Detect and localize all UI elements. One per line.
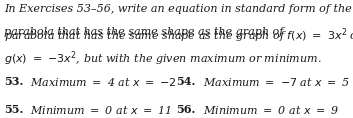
Text: $\mathit{g}(\mathit{x})\ =\ {-3\mathit{x}^2}$, but with the given maximum or min: $\mathit{g}(\mathit{x})\ =\ {-3\mathit{x… (4, 50, 322, 68)
Text: 53.: 53. (4, 76, 24, 86)
Text: 55.: 55. (4, 104, 24, 115)
Text: Minimum $=$ 0 at $\mathit{x}$ $=$ 11: Minimum $=$ 0 at $\mathit{x}$ $=$ 11 (30, 104, 171, 116)
Text: Minimum $=$ 0 at $\mathit{x}$ $=$ 9: Minimum $=$ 0 at $\mathit{x}$ $=$ 9 (203, 104, 339, 116)
Text: 56.: 56. (176, 104, 196, 115)
Text: Maximum $=$ $-7$ at $\mathit{x}$ $=$ 5: Maximum $=$ $-7$ at $\mathit{x}$ $=$ 5 (203, 76, 350, 88)
Text: In Exercises 53–56, write an equation in standard form of the: In Exercises 53–56, write an equation in… (4, 4, 352, 14)
Text: Maximum $=$ 4 at $\mathit{x}$ $=$ $-2$: Maximum $=$ 4 at $\mathit{x}$ $=$ $-2$ (30, 76, 177, 88)
Text: parabola that has the same shape as the graph of $\mathit{f}(\mathit{x})\ =\ 3\m: parabola that has the same shape as the … (4, 27, 353, 45)
Text: parabola that has the same shape as the graph of: parabola that has the same shape as the … (4, 27, 287, 37)
Text: 54.: 54. (176, 76, 196, 86)
